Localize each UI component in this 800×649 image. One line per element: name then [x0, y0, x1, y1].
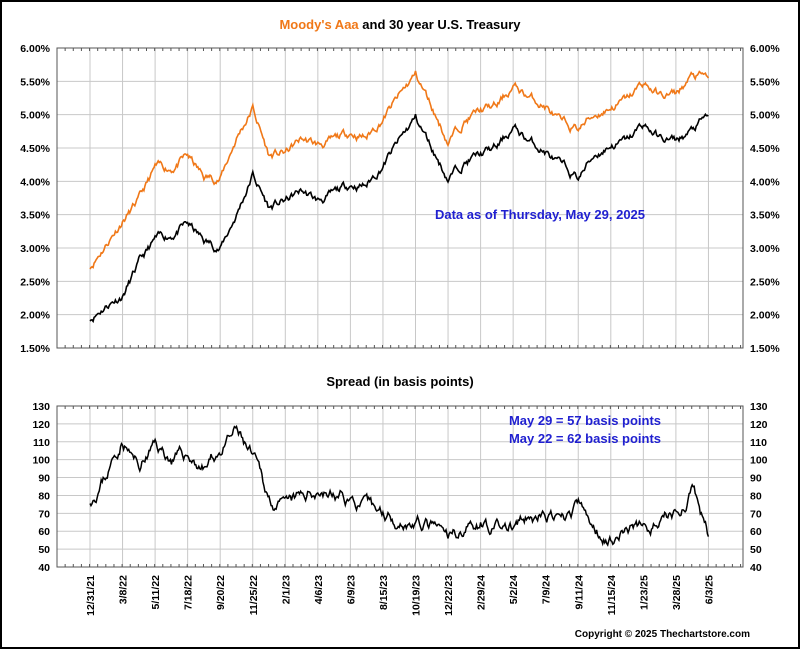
top-y-tick-right: 5.50%	[750, 76, 780, 88]
bottom-y-tick-left: 40	[38, 562, 50, 574]
title-aaa: Moody's Aaa	[279, 17, 359, 32]
spread-title: Spread (in basis points)	[326, 374, 473, 389]
spread-annotation-prior: May 22 = 62 basis points	[509, 431, 661, 446]
spread-series-line	[89, 424, 710, 547]
x-tick-label: 7/18/22	[183, 575, 195, 610]
x-tick-label: 9/11/24	[573, 575, 585, 610]
top-y-tick-right: 5.00%	[750, 110, 780, 122]
x-tick-label: 6/9/23	[345, 575, 357, 604]
top-y-tick-right: 3.50%	[750, 210, 780, 222]
spread-annotation-latest: May 29 = 57 basis points	[509, 413, 661, 428]
bottom-y-tick-right: 130	[750, 401, 768, 413]
top-y-tick-left: 5.50%	[20, 76, 50, 88]
chart-title: Moody's Aaa and 30 year U.S. Treasury	[279, 17, 521, 32]
top-y-tick-right: 2.50%	[750, 276, 780, 288]
x-tick-label: 1/23/25	[638, 575, 650, 610]
x-tick-label: 10/19/23	[411, 575, 423, 616]
bottom-y-tick-left: 90	[38, 473, 50, 485]
bottom-y-tick-left: 120	[32, 419, 50, 431]
top-y-tick-left: 6.00%	[20, 43, 50, 55]
bottom-y-tick-right: 70	[750, 508, 762, 520]
bottom-y-tick-right: 120	[750, 419, 768, 431]
top-y-tick-left: 4.50%	[20, 143, 50, 155]
bottom-y-tick-right: 90	[750, 473, 762, 485]
x-tick-label: 11/25/22	[248, 575, 260, 615]
title-treasury: and 30 year U.S. Treasury	[359, 17, 522, 32]
x-tick-label: 11/15/24	[606, 575, 618, 615]
x-tick-label: 3/28/25	[671, 575, 683, 610]
x-tick-label: 2/29/24	[476, 575, 488, 610]
bottom-y-tick-right: 40	[750, 562, 762, 574]
treasury-series-line	[89, 112, 709, 324]
copyright: Copyright © 2025 Thechartstore.com	[575, 629, 750, 640]
top-y-tick-left: 2.00%	[20, 310, 50, 322]
bottom-y-tick-left: 110	[33, 437, 50, 449]
aaa-series-line	[89, 70, 710, 270]
x-tick-label: 7/9/24	[541, 575, 553, 604]
bottom-plot-area	[56, 405, 744, 568]
bottom-y-tick-left: 130	[32, 401, 50, 413]
x-tick-label: 3/8/22	[118, 575, 130, 604]
x-tick-label: 4/6/23	[313, 575, 325, 604]
top-y-tick-right: 4.00%	[750, 176, 780, 188]
x-tick-label: 6/3/25	[703, 575, 715, 604]
bottom-y-tick-right: 110	[750, 437, 767, 449]
top-y-tick-left: 3.50%	[20, 210, 50, 222]
x-tick-label: 5/2/24	[508, 575, 520, 604]
top-y-tick-left: 2.50%	[20, 276, 50, 288]
bottom-y-tick-left: 50	[38, 544, 50, 556]
top-y-tick-left: 5.00%	[20, 110, 50, 122]
bottom-y-tick-right: 50	[750, 544, 762, 556]
top-y-tick-right: 1.50%	[750, 343, 780, 355]
top-y-tick-right: 4.50%	[750, 143, 780, 155]
x-tick-label: 12/31/21	[85, 575, 97, 616]
top-y-tick-left: 3.00%	[20, 243, 50, 255]
bottom-y-tick-right: 60	[750, 526, 762, 538]
top-y-tick-right: 3.00%	[750, 243, 780, 255]
bottom-y-tick-left: 60	[38, 526, 50, 538]
x-tick-label: 5/11/22	[150, 575, 162, 610]
top-plot-area	[56, 47, 744, 349]
data-date-annotation: Data as of Thursday, May 29, 2025	[435, 207, 645, 222]
top-y-tick-right: 6.00%	[750, 43, 780, 55]
bottom-y-tick-left: 80	[38, 490, 50, 502]
x-tick-label: 2/1/23	[280, 575, 292, 604]
bottom-y-tick-right: 100	[750, 455, 768, 467]
x-tick-label: 9/20/22	[215, 575, 227, 610]
top-y-tick-right: 2.00%	[750, 310, 780, 322]
x-tick-label: 12/22/23	[443, 575, 455, 616]
x-tick-label: 8/15/23	[378, 575, 390, 610]
top-y-tick-left: 4.00%	[20, 176, 50, 188]
top-y-tick-left: 1.50%	[20, 343, 50, 355]
bottom-y-tick-right: 80	[750, 490, 762, 502]
bottom-y-tick-left: 70	[38, 508, 50, 520]
bottom-y-tick-left: 100	[32, 455, 50, 467]
